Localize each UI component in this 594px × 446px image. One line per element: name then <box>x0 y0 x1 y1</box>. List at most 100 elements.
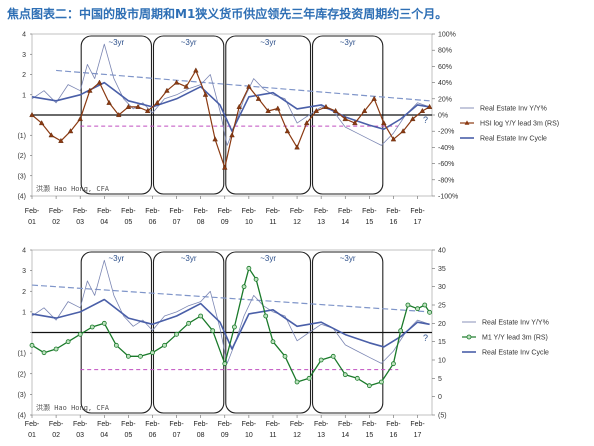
hsi-point <box>125 103 132 109</box>
x-tick-label: Feb- <box>266 421 281 428</box>
page-title: 焦点图表二：中国的股市周期和M1狭义货币供应领先三年库存投资周期约三个月。 <box>7 7 448 21</box>
x-tick-label: 12 <box>293 219 301 226</box>
hsi-point <box>284 128 291 134</box>
right-tick-label: 25 <box>438 303 446 310</box>
left-tick-label: 4 <box>22 248 26 255</box>
watermark: 洪灏 Hao Hong, CFA <box>36 184 110 193</box>
hsi-point <box>48 132 55 138</box>
right-tick-label: 35 <box>438 266 446 273</box>
left-tick-label: (3) <box>17 392 26 399</box>
hsi-point <box>38 120 45 126</box>
x-tick-label: Feb- <box>218 421 233 428</box>
x-tick-label: Feb- <box>49 208 64 215</box>
x-tick-label: Feb- <box>121 421 136 428</box>
hsi-point <box>426 103 433 109</box>
x-tick-label: Feb- <box>218 208 233 215</box>
x-tick-label: 06 <box>149 219 157 226</box>
trend-line <box>56 69 430 102</box>
hsi-point <box>255 95 262 101</box>
x-tick-label: Feb- <box>97 208 112 215</box>
x-tick-label: 09 <box>221 219 229 226</box>
m1-point <box>282 353 288 359</box>
m1-point <box>398 328 404 334</box>
left-tick-label: (1) <box>17 351 26 358</box>
right-tick-label: 100% <box>438 32 456 39</box>
m1-point <box>125 353 131 359</box>
hsi-point <box>294 144 300 150</box>
x-tick-label: 03 <box>76 432 84 439</box>
x-tick-label: 10 <box>245 219 253 226</box>
hsi-point <box>371 95 377 101</box>
x-tick-label: 01 <box>28 432 36 439</box>
hsi-point <box>116 111 122 118</box>
x-tick-label: Feb- <box>121 208 136 215</box>
hsi-point <box>202 91 209 97</box>
hsi-point <box>229 132 235 138</box>
m1-point <box>270 339 276 345</box>
left-tick-label: (1) <box>17 133 26 140</box>
x-tick-label: Feb- <box>49 421 64 428</box>
right-tick-label: -40% <box>438 145 454 152</box>
watermark: 洪灏 Hao Hong, CFA <box>36 403 110 412</box>
m1-point <box>263 313 269 319</box>
x-tick-label: Feb- <box>266 208 281 215</box>
hsi-point <box>212 136 218 142</box>
cycle-label: ~3yr <box>108 254 124 263</box>
x-tick-label: Feb- <box>193 208 208 215</box>
x-tick-label: 03 <box>76 219 84 226</box>
hsi-point <box>400 128 406 134</box>
right-tick-label: -60% <box>438 161 454 168</box>
hsi-point <box>342 116 348 122</box>
left-tick-label: 4 <box>22 32 26 39</box>
x-tick-label: Feb- <box>73 421 88 428</box>
hsi-point <box>381 120 387 126</box>
series-line <box>31 81 430 132</box>
x-tick-label: 11 <box>269 432 276 439</box>
right-tick-label: 0 <box>438 394 442 401</box>
x-tick-label: Feb- <box>25 208 40 215</box>
cycle-label: ~3yr <box>108 38 124 47</box>
x-tick-label: 16 <box>390 432 398 439</box>
x-tick-label: 15 <box>365 432 373 439</box>
m1-point <box>405 302 411 308</box>
right-tick-label: -80% <box>438 177 454 184</box>
m1-point <box>422 302 428 308</box>
x-tick-label: Feb- <box>242 421 257 428</box>
legend-marker <box>466 334 472 340</box>
cycle-label: ~3yr <box>340 38 356 47</box>
m1-point <box>150 350 155 356</box>
x-tick-label: 04 <box>100 219 108 226</box>
right-tick-label: 10 <box>438 358 446 365</box>
x-tick-label: 05 <box>124 432 132 439</box>
left-tick-label: (4) <box>17 413 26 420</box>
chart-1: ~3yr ~3yr ~3yr ~3yr4321(1)(2)(3)(4)100%80%6… <box>17 32 559 227</box>
left-tick-label: 2 <box>22 72 26 79</box>
x-tick-label: Feb- <box>290 208 305 215</box>
hsi-point <box>303 120 310 126</box>
x-tick-label: 17 <box>414 432 422 439</box>
hsi-point <box>183 83 189 89</box>
m1-point <box>241 284 247 290</box>
legend-label: Real Estate Inv Cycle <box>480 136 547 143</box>
x-tick-label: 02 <box>52 219 60 226</box>
left-tick-label: (2) <box>17 153 26 160</box>
hsi-point <box>323 103 329 109</box>
legend-label: HSI log Y/Y lead 3m (RS) <box>480 121 559 128</box>
left-tick-label: 1 <box>22 92 26 99</box>
x-tick-label: 16 <box>390 219 398 226</box>
right-tick-label: 60% <box>438 64 452 71</box>
m1-point <box>210 328 216 334</box>
m1-point <box>318 357 324 363</box>
legend-label: M1 Y/Y lead 3m (RS) <box>482 335 548 342</box>
hsi-point <box>265 107 271 113</box>
hsi-point <box>409 116 416 122</box>
m1-point <box>306 375 312 381</box>
hsi-point <box>352 120 358 126</box>
cycle-label: ~3yr <box>260 38 276 47</box>
x-tick-label: 05 <box>124 219 132 226</box>
m1-point <box>391 361 396 367</box>
chart-2: ~3yr ~3yr ~3yr ~3yr 4 3 2 1 (1) (2) (3) (4) 40 35 30 25… <box>17 248 549 440</box>
hsi-point <box>135 103 141 109</box>
right-tick-label: (5) <box>438 413 447 420</box>
cycle-label: ~3yr <box>181 254 197 263</box>
